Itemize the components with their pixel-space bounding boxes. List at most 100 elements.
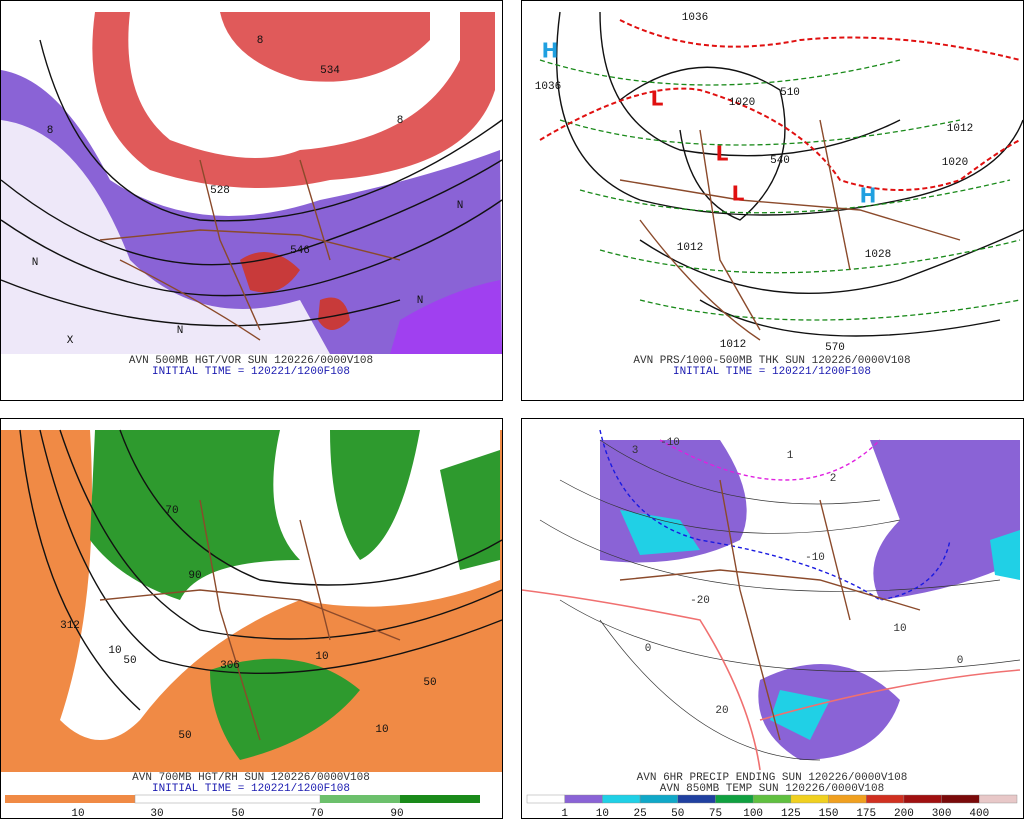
map-label: N [177,325,184,337]
colorbar-label: 70 [310,808,323,819]
pressure-contour [556,11,1024,337]
map-label: 8 [47,125,54,137]
map-label: 8 [397,115,404,127]
colorbar-swatch [526,794,565,804]
map-label: N [457,200,464,212]
map-label: 1 [787,450,794,462]
map-label: -10 [660,437,680,449]
colorbar-label: 50 [671,808,684,819]
map-label: 10 [108,645,121,657]
panel-thickness [521,0,1024,401]
caption: AVN PRS/1000-500MB THK SUN 120226/0000V1… [633,355,910,367]
colorbar-swatch [903,794,942,804]
map-label: 540 [770,155,790,167]
map-label: 546 [290,245,310,257]
warm-contour [521,589,1021,771]
colorbar-dry [5,795,135,803]
colorbar-label: 30 [150,808,163,819]
colorbar-label: 300 [932,808,952,819]
caption: AVN 6HR PRECIP ENDING SUN 120226/0000V10… [637,772,908,784]
colorbar-swatch [752,794,792,804]
map-label: 306 [220,660,240,672]
vorticity-max [220,12,430,82]
colorbar-swatch [790,794,829,804]
panel-700mb [0,418,503,819]
political-border [99,499,401,741]
map-label: 312 [60,620,80,632]
initial-time: INITIAL TIME = 120221/1200F108 [152,783,350,795]
height-contour [19,429,503,711]
caption: AVN 850MB TEMP SUN 120226/0000V108 [660,783,884,795]
colorbar-swatch [639,794,678,804]
map-label: -10 [805,552,825,564]
colorbar: 1 10 25 50 75 100 125 150 175 200 300 400 [526,794,1018,819]
map-label: 534 [320,65,340,77]
colorbar-label: 200 [894,808,914,819]
colorbar-label: 90 [390,808,403,819]
map-label: X [67,335,74,347]
colorbar-wet [400,795,480,803]
humidity-high [90,430,500,760]
colorbar-label: 50 [231,808,244,819]
map-label: 528 [210,185,230,197]
panel-500mb [0,0,503,401]
map-label: 1036 [682,12,708,24]
map-label: 50 [123,655,136,667]
colorbar-swatch [866,794,905,804]
map-label: 50 [178,730,191,742]
map-label: 8 [257,35,264,47]
caption: AVN 700MB HGT/RH SUN 120226/0000V108 [132,772,370,784]
political-border [619,119,961,341]
colorbar-swatch [828,794,867,804]
colorbar-swatch [715,794,754,804]
precip-area [600,440,1020,760]
map-label: L [732,182,745,206]
map-label: N [417,295,424,307]
colorbar-label: 25 [633,808,646,819]
colorbar-label: 1 [561,808,568,819]
map-label: 1036 [535,81,561,93]
map-label: 0 [957,655,964,667]
colorbar-label: 400 [969,808,989,819]
political-border [619,479,921,741]
map-label: 1012 [720,339,746,351]
colorbar-swatch [602,794,641,804]
map-label: 20 [715,705,728,717]
colorbar-swatch [677,794,716,804]
map-label: 510 [780,87,800,99]
map-label: 2 [830,473,837,485]
colorbar-swatch [979,794,1018,804]
map-label: 3 [632,445,639,457]
vorticity-gap [1,120,330,354]
colorbar-moist [320,795,400,803]
map-label: 1012 [947,123,973,135]
map-label: 10 [893,623,906,635]
colorbar-label: 175 [856,808,876,819]
thickness-contour [539,59,1021,321]
map-label: 1012 [677,242,703,254]
temperature-contour [539,439,1021,761]
map-label: 10 [315,651,328,663]
vorticity-area [390,280,502,354]
map-label: 90 [188,570,201,582]
map-label: N [32,257,39,269]
colorbar-label: 10 [71,808,84,819]
panel-frame [521,0,1024,401]
caption: AVN 500MB HGT/VOR SUN 120226/0000V108 [129,355,373,367]
map-label: 1020 [942,157,968,169]
colorbar-moderate [134,794,321,804]
map-label: 1020 [729,97,755,109]
height-contour [0,39,503,327]
map-label: 570 [825,342,845,354]
vorticity-max [240,252,350,330]
map-label: 0 [645,643,652,655]
colorbar-label: 125 [781,808,801,819]
colorbar-label: 75 [709,808,722,819]
initial-time: INITIAL TIME = 120221/1200F108 [152,366,350,378]
map-label: 50 [423,677,436,689]
map-label: L [651,87,664,111]
colorbar-label: 100 [743,808,763,819]
precip-heavy [620,510,1020,740]
map-label: L [716,142,729,166]
